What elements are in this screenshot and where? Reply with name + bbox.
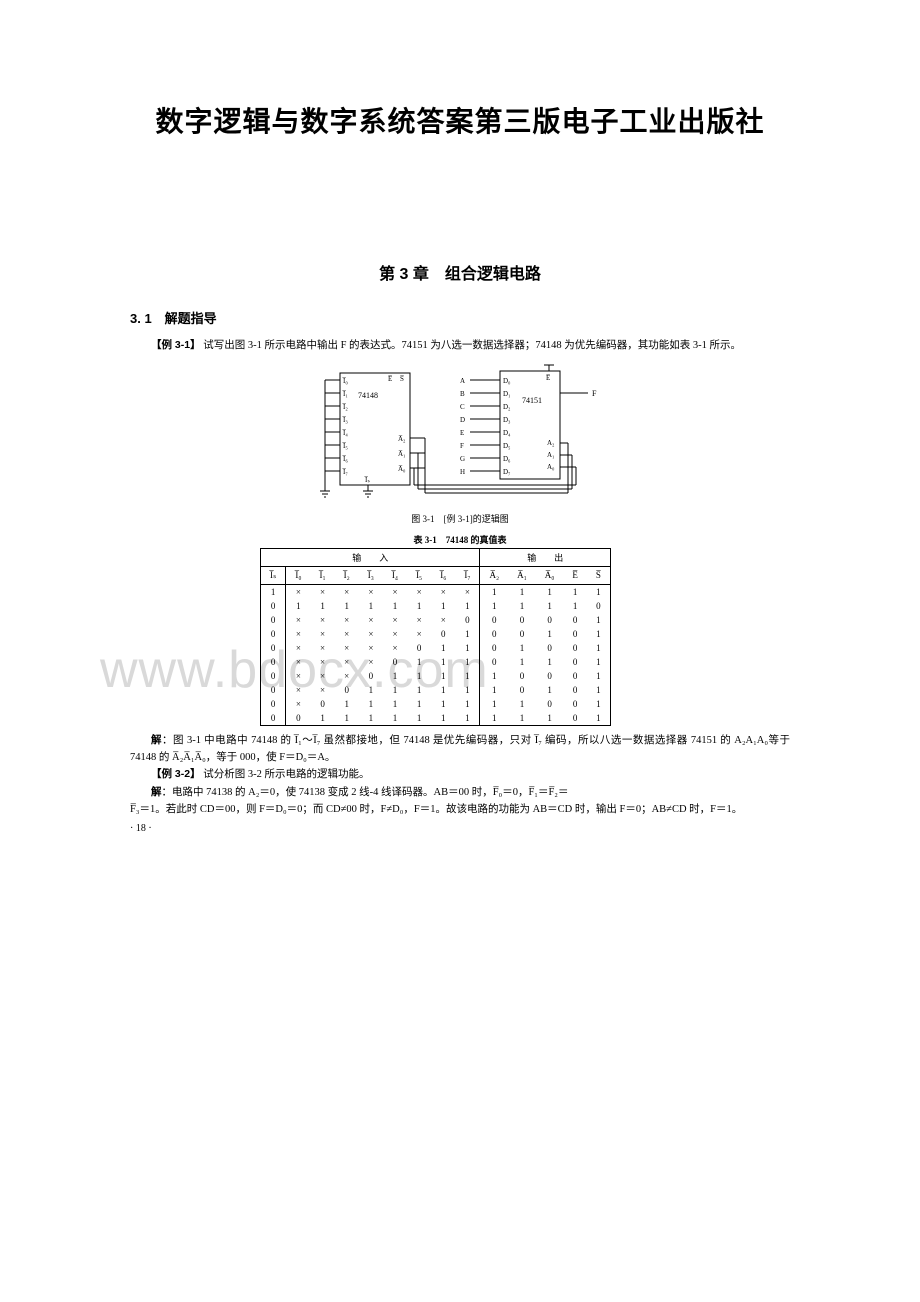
solution-1-text: ：图 3-1 中电路中 74148 的 I̅₁～I̅₇ 虽然都接地，但 7414… (130, 735, 790, 763)
chip-74151-label: 74151 (522, 396, 542, 405)
table-row: 01111111111110 (261, 599, 611, 613)
page-container: 数字逻辑与数字系统答案第三版电子工业出版社 第 3 章 组合逻辑电路 3. 1 … (0, 0, 920, 884)
svg-text:F: F (460, 442, 464, 450)
svg-text:D₀: D₀ (503, 377, 511, 385)
section-title: 3. 1 解题指导 (130, 308, 790, 327)
solution-2-label: 解 (151, 786, 162, 798)
svg-text:I̅ₛ: I̅ₛ (364, 476, 370, 484)
svg-text:D₂: D₂ (503, 403, 511, 411)
svg-text:S̅: S̅ (400, 375, 404, 383)
table-header-input: 输 入 (261, 548, 480, 566)
svg-text:E: E (460, 429, 464, 437)
svg-text:D: D (460, 416, 465, 424)
table-col-header: I̅ₛ I̅₀ I̅₁ I̅₂ I̅₃ I̅₄ I̅₅ I̅₆ I̅₇ A̅₂ … (261, 566, 611, 584)
svg-text:I̅₄: I̅₄ (342, 429, 348, 437)
svg-text:D₇: D₇ (503, 468, 511, 476)
svg-text:A₁: A₁ (547, 451, 555, 459)
truth-table-74148: 输 入 输 出 I̅ₛ I̅₀ I̅₁ I̅₂ I̅₃ I̅₄ I̅₅ I̅₆ … (260, 548, 611, 726)
svg-text:I̅₅: I̅₅ (342, 442, 348, 450)
table-row: 00111111111101 (261, 711, 611, 726)
svg-text:A̅₁: A̅₁ (398, 450, 406, 458)
example-1-label: 【例 3-1】 (151, 339, 201, 351)
table-body: 1××××××××11111011111111111100×××××××0000… (261, 584, 611, 725)
example-1-block: 【例 3-1】 试写出图 3-1 所示电路中输出 F 的表达式。74151 为八… (130, 337, 790, 355)
svg-text:I̅₆: I̅₆ (342, 455, 348, 463)
svg-text:E̅: E̅ (546, 374, 550, 382)
svg-text:F: F (592, 389, 597, 398)
svg-text:D₄: D₄ (503, 429, 511, 437)
solution-2-cont: F̅₃＝1。若此时 CD＝00，则 F＝D₀＝0；而 CD≠00 时，F≠D₀，… (130, 802, 790, 819)
svg-text:A₂: A₂ (547, 439, 555, 447)
svg-text:E̅: E̅ (388, 375, 392, 383)
solution-1-block: 解：图 3-1 中电路中 74148 的 I̅₁～I̅₇ 虽然都接地，但 741… (130, 732, 790, 802)
table-row: 0××01111110101 (261, 683, 611, 697)
svg-text:A̅₂: A̅₂ (398, 435, 406, 443)
table-1-caption: 表 3-1 74148 的真值表 (130, 533, 790, 546)
page-number: · 18 · (130, 823, 790, 834)
example-2-text: 试分析图 3-2 所示电路的逻辑功能。 (203, 769, 369, 780)
svg-text:I̅₂: I̅₂ (342, 403, 348, 411)
solution-2-line2: F̅₃＝1。若此时 CD＝00，则 F＝D₀＝0；而 CD≠00 时，F≠D₀，… (130, 804, 742, 815)
table-row: 0×××0111110001 (261, 669, 611, 683)
svg-text:I̅₇: I̅₇ (342, 468, 348, 476)
svg-text:I̅₃: I̅₃ (342, 416, 348, 424)
svg-text:A̅₀: A̅₀ (398, 465, 406, 473)
table-row: 0××××××0100101 (261, 627, 611, 641)
document-title: 数字逻辑与数字系统答案第三版电子工业出版社 (130, 100, 790, 140)
table-header-output: 输 出 (480, 548, 610, 566)
svg-text:D₅: D₅ (503, 442, 511, 450)
table-section-header: 输 入 输 出 (261, 548, 611, 566)
solution-1-label: 解 (151, 734, 162, 746)
svg-text:A₀: A₀ (547, 463, 555, 471)
circuit-diagram-svg: 74148 I̅₀ I̅₁ I̅₂ I̅₃ I̅₄ I̅₅ I̅₆ I̅₇ I̅… (310, 363, 610, 503)
table-row: 0×××××××000001 (261, 613, 611, 627)
svg-text:B: B (460, 390, 465, 398)
example-2-label: 【例 3-2】 (151, 768, 201, 780)
svg-text:C: C (460, 403, 465, 411)
svg-text:D₃: D₃ (503, 416, 511, 424)
svg-text:G: G (460, 455, 465, 463)
svg-text:H: H (460, 468, 465, 476)
svg-text:A: A (460, 377, 465, 385)
table-row: 0××××011101101 (261, 655, 611, 669)
figure-1: 74148 I̅₀ I̅₁ I̅₂ I̅₃ I̅₄ I̅₅ I̅₆ I̅₇ I̅… (130, 363, 790, 508)
table-row: 0×××××01101001 (261, 641, 611, 655)
example-1-text: 试写出图 3-1 所示电路中输出 F 的表达式。74151 为八选一数据选择器；… (203, 340, 741, 351)
chip-74148-label: 74148 (358, 391, 378, 400)
figure-1-caption: 图 3-1 [例 3-1]的逻辑图 (130, 512, 790, 525)
table-row: 1××××××××11111 (261, 584, 611, 599)
svg-text:I̅₁: I̅₁ (342, 390, 348, 398)
solution-2-line1: ：电路中 74138 的 A₂＝0，使 74138 变成 2 线-4 线译码器。… (162, 787, 569, 798)
svg-text:D₁: D₁ (503, 390, 511, 398)
table-row: 0×011111111001 (261, 697, 611, 711)
svg-text:I̅₀: I̅₀ (342, 377, 348, 385)
svg-text:D₆: D₆ (503, 455, 511, 463)
chapter-title: 第 3 章 组合逻辑电路 (130, 260, 790, 284)
